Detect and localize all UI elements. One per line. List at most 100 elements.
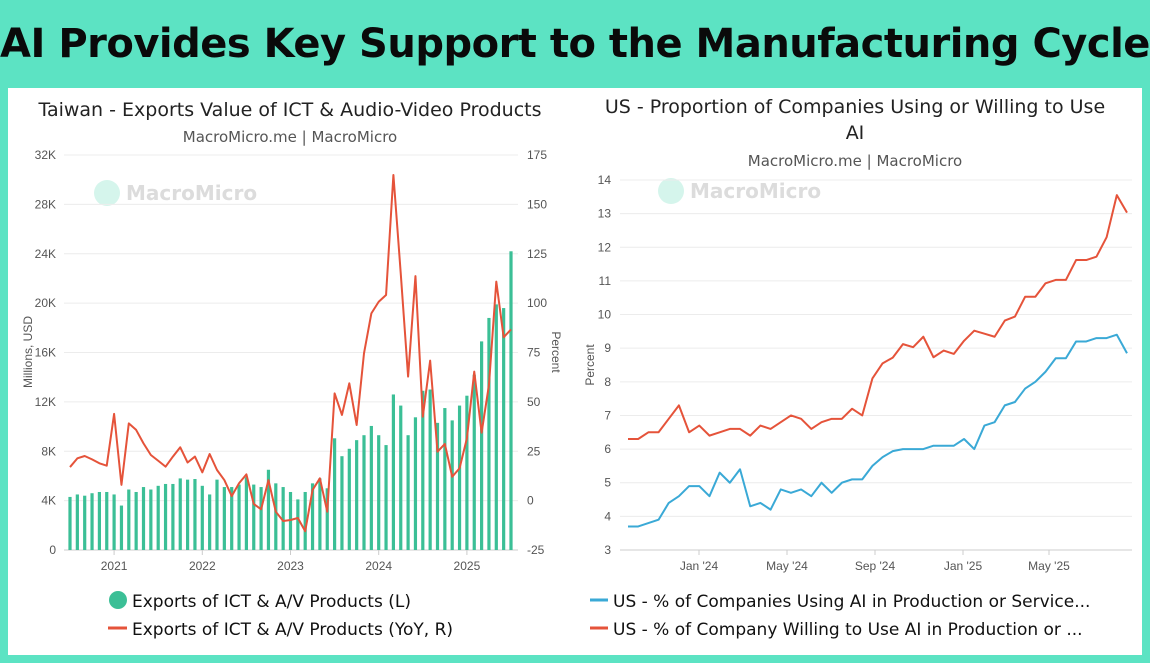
export-bar xyxy=(178,478,182,550)
export-bar xyxy=(369,425,373,550)
export-bar xyxy=(347,448,351,550)
left-y-tick-label: 20K xyxy=(35,296,56,310)
export-bar xyxy=(156,485,160,550)
export-bar xyxy=(480,341,484,550)
right-y-tick-label: 25 xyxy=(527,444,541,458)
x-tick-label: 2023 xyxy=(277,559,304,573)
legend-item-using-ai[interactable]: US - % of Companies Using AI in Producti… xyxy=(590,592,1090,612)
export-bar xyxy=(296,499,300,550)
export-bar xyxy=(134,491,138,550)
watermark-text: MacroMicro xyxy=(126,181,257,205)
right-y-axis-title: Percent xyxy=(549,331,563,373)
right-y-tick-label: 0 xyxy=(527,494,534,508)
using-ai-line xyxy=(628,333,1128,528)
right-chart-subtitle: MacroMicro.me | MacroMicro xyxy=(748,152,962,170)
x-tick-label: Jan '25 xyxy=(944,559,983,573)
export-bar xyxy=(119,505,124,550)
y-tick-label: 7 xyxy=(604,408,611,422)
export-bar xyxy=(68,496,72,550)
export-bar xyxy=(391,394,395,550)
export-bar xyxy=(406,435,410,550)
x-tick-label: May '24 xyxy=(766,559,808,573)
export-bar xyxy=(494,304,498,550)
export-bar xyxy=(318,478,322,550)
export-bar xyxy=(244,477,248,550)
us-y-axis-title: Percent xyxy=(583,344,597,386)
right-y-tick-label: 150 xyxy=(527,197,547,211)
export-bar xyxy=(509,251,513,550)
y-tick-label: 14 xyxy=(598,173,612,187)
left-y-tick-label: 0 xyxy=(49,543,56,557)
export-bar xyxy=(399,405,403,550)
y-tick-label: 11 xyxy=(599,274,612,288)
macromicro-logo-icon xyxy=(658,178,684,204)
export-bar xyxy=(502,308,506,550)
export-bar xyxy=(333,438,337,550)
export-bar xyxy=(443,408,447,550)
export-bar xyxy=(127,489,131,550)
legend-label: US - % of Companies Using AI in Producti… xyxy=(613,592,1090,612)
left-chart-title: Taiwan - Exports Value of ICT & Audio-Vi… xyxy=(37,99,541,121)
export-bar xyxy=(457,405,462,550)
y-tick-label: 4 xyxy=(604,509,611,523)
legend-label: US - % of Company Willing to Use AI in P… xyxy=(613,620,1083,640)
legend-item-exports-bar[interactable]: Exports of ICT & A/V Products (L) xyxy=(109,591,411,612)
export-bar xyxy=(171,483,175,550)
export-bar xyxy=(310,483,315,550)
export-bar xyxy=(186,479,190,550)
x-tick-label: 2022 xyxy=(189,559,216,573)
export-bar xyxy=(435,422,440,550)
left-y-tick-label: 8K xyxy=(41,444,56,458)
y-tick-label: 6 xyxy=(604,442,611,456)
export-bar xyxy=(325,488,329,550)
right-y-tick-label: 100 xyxy=(527,296,547,310)
y-tick-label: 12 xyxy=(598,240,612,254)
left-y-tick-label: 4K xyxy=(41,494,56,508)
legend-label: Exports of ICT & A/V Products (YoY, R) xyxy=(132,620,453,640)
export-bar xyxy=(428,389,432,550)
left-y-tick-label: 16K xyxy=(35,346,56,360)
export-bar xyxy=(487,317,491,550)
right-watermark: MacroMicro xyxy=(658,178,821,204)
left-y-tick-label: 32K xyxy=(35,148,56,162)
export-bar xyxy=(465,395,469,550)
x-tick-label: 2025 xyxy=(454,559,481,573)
page-header: AI Provides Key Support to the Manufactu… xyxy=(0,0,1150,88)
left-y-tick-label: 28K xyxy=(35,197,56,211)
y-tick-label: 8 xyxy=(604,375,611,389)
export-bar xyxy=(252,484,256,550)
export-bar xyxy=(421,390,425,550)
left-chart-plot: 0 -25 4K 0 8K 25 12K 50 16K 75 20K 100 24K 125 28K 150 3… xyxy=(35,148,548,573)
export-bar xyxy=(193,479,197,550)
x-tick-label: 2024 xyxy=(365,559,392,573)
legend-bar-swatch-icon xyxy=(109,591,127,609)
export-bar xyxy=(222,487,226,550)
export-bar xyxy=(83,495,87,550)
y-tick-label: 3 xyxy=(604,543,611,557)
left-y-tick-label: 24K xyxy=(35,247,56,261)
export-bar xyxy=(274,483,278,550)
export-bar xyxy=(208,494,212,550)
export-bar xyxy=(149,489,153,550)
export-bar xyxy=(112,494,116,550)
export-bar xyxy=(355,440,359,550)
export-bar xyxy=(105,491,109,550)
x-tick-label: 2021 xyxy=(101,559,128,573)
right-chart-title-line2: AI xyxy=(846,122,865,144)
right-chart-plot: 3 4 5 6 7 8 9 10 11 12 13 14 Jan '24 May '24 Sep '24 Ja… xyxy=(598,173,1132,573)
export-bar xyxy=(75,494,79,550)
export-bar xyxy=(237,484,241,550)
export-bar xyxy=(259,487,263,550)
right-y-tick-label: 175 xyxy=(527,148,547,162)
legend-item-exports-yoy[interactable]: Exports of ICT & A/V Products (YoY, R) xyxy=(108,620,453,640)
macromicro-logo-icon xyxy=(94,180,120,206)
left-watermark: MacroMicro xyxy=(94,180,257,206)
legend-item-willing-ai[interactable]: US - % of Company Willing to Use AI in P… xyxy=(590,620,1083,640)
legend-label: Exports of ICT & A/V Products (L) xyxy=(132,592,411,612)
right-legend: US - % of Companies Using AI in Producti… xyxy=(590,592,1090,640)
x-tick-label: May '25 xyxy=(1028,559,1070,573)
page-title: AI Provides Key Support to the Manufactu… xyxy=(0,21,1150,67)
y-tick-label: 13 xyxy=(598,207,612,221)
y-tick-label: 9 xyxy=(604,341,611,355)
